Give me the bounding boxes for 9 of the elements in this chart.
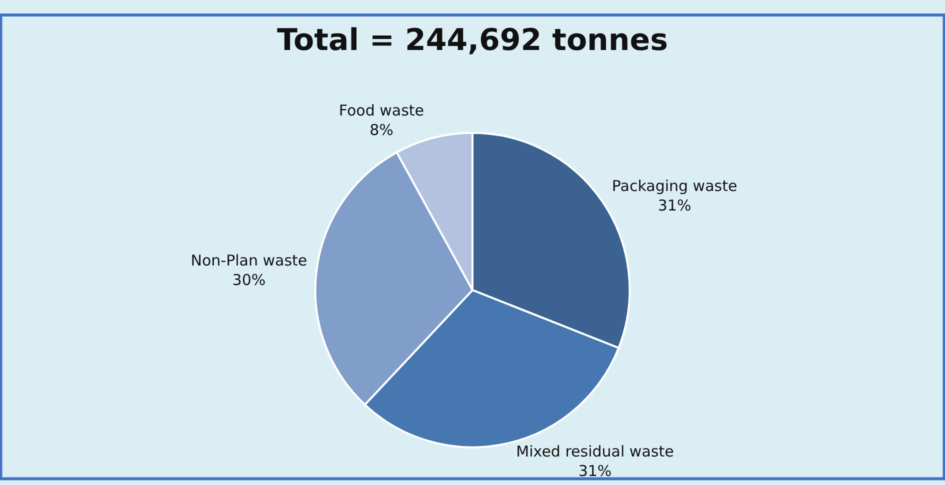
slice-label: Non-Plan waste	[190, 251, 308, 270]
data-label: 31%	[578, 462, 612, 480]
data-label: 30%	[232, 270, 266, 289]
data-label: 8%	[370, 120, 394, 139]
chart-title: Total = 244,692 tonnes	[277, 23, 668, 58]
slice-label: Packaging waste	[612, 177, 738, 196]
data-label: 31%	[658, 196, 692, 215]
slice-label: Mixed residual waste	[516, 442, 674, 461]
slice-label: Food waste	[338, 101, 424, 120]
